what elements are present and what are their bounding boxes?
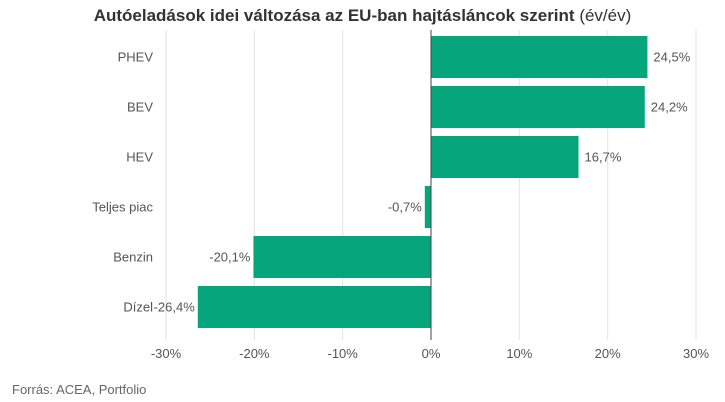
x-tick-label: 30% xyxy=(683,346,709,361)
bar xyxy=(424,186,431,228)
category-label: HEV xyxy=(126,150,153,165)
chart-title: Autóeladások idei változása az EU-ban ha… xyxy=(0,6,725,26)
x-tick-label: -10% xyxy=(327,346,358,361)
bar xyxy=(197,286,431,328)
bar xyxy=(431,36,648,78)
value-label: 24,5% xyxy=(653,50,690,65)
x-tick-label: -20% xyxy=(239,346,270,361)
category-label: PHEV xyxy=(118,50,154,65)
chart-title-suffix: (év/év) xyxy=(579,6,632,25)
x-tick-label: 10% xyxy=(506,346,532,361)
category-label: BEV xyxy=(127,100,153,115)
category-label: Dízel xyxy=(123,300,153,315)
category-label: Benzin xyxy=(113,250,153,265)
source-note: Forrás: ACEA, Portfolio xyxy=(12,382,147,397)
bars xyxy=(197,36,648,328)
category-label: Teljes piac xyxy=(92,200,153,215)
value-label: -0,7% xyxy=(388,200,422,215)
value-label: -20,1% xyxy=(209,250,251,265)
value-label: -26,4% xyxy=(154,300,196,315)
x-tick-label: -30% xyxy=(151,346,182,361)
labels: -30% -20% -10% 0% 10% 20% 30% PHEV 24,5% BEV 24,2%… xyxy=(92,50,709,362)
value-label: 24,2% xyxy=(651,100,688,115)
chart-title-main: Autóeladások idei változása az EU-ban ha… xyxy=(93,6,575,25)
bar xyxy=(431,136,579,178)
value-label: 16,7% xyxy=(585,150,622,165)
x-tick-label: 20% xyxy=(595,346,621,361)
bar xyxy=(253,236,431,278)
x-tick-label: 0% xyxy=(422,346,441,361)
bar xyxy=(431,86,645,128)
